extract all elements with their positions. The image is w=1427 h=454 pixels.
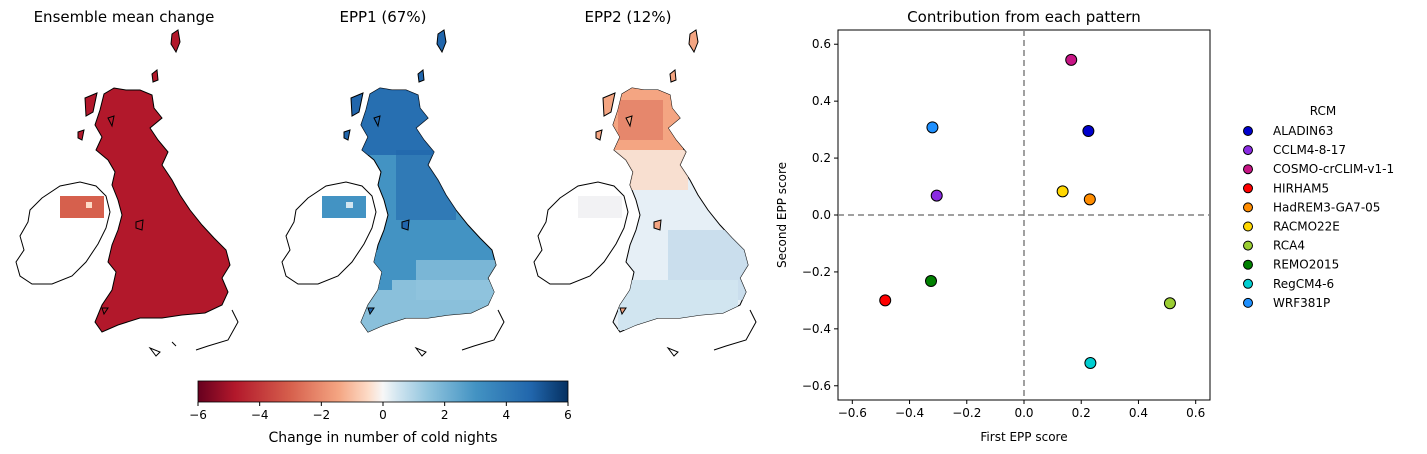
y-tick-label: −0.6 <box>802 379 831 393</box>
colorbar-tick-label: 4 <box>503 408 511 422</box>
legend-marker <box>1243 145 1253 156</box>
uk-map <box>281 29 505 357</box>
map-title: EPP2 (12%) <box>585 8 672 26</box>
y-tick-label: −0.2 <box>802 265 831 279</box>
scatter-point <box>1083 193 1096 206</box>
uk-map <box>15 29 239 357</box>
scatter-points <box>879 53 1176 369</box>
colorbar-tick-label: −2 <box>312 408 330 422</box>
scatter-point <box>930 189 943 202</box>
x-tick-label: −0.2 <box>952 406 981 420</box>
legend-marker <box>1243 221 1253 232</box>
legend-marker <box>1243 297 1253 308</box>
x-ticks: −0.6 −0.4 −0.2 0.0 0.2 0.4 0.6 <box>838 400 1205 420</box>
northern-ireland-field <box>60 196 104 218</box>
france-coast <box>713 309 757 351</box>
scatter-chart: Contribution from each pattern −0.6 −0.4−… <box>775 8 1211 444</box>
france-coast <box>195 309 239 351</box>
legend-label: RegCM4-6 <box>1273 277 1334 291</box>
colorbar-tick-label: −4 <box>251 408 269 422</box>
colorbar-tick-label: −6 <box>189 408 207 422</box>
colorbar: −6 −4 −2 0 2 4 6 Change in number of cold nigh… <box>189 380 572 446</box>
channel-island <box>666 346 679 357</box>
chart-title: Contribution from each pattern <box>907 8 1141 26</box>
legend-label: WRF381P <box>1273 296 1330 310</box>
lake-neagh-pixel <box>346 202 353 208</box>
legend-marker <box>1243 126 1253 136</box>
uk-map <box>533 29 757 357</box>
legend-label: CCLM4-8-17 <box>1273 143 1346 157</box>
legend-title: RCM <box>1310 104 1336 118</box>
northern-ireland-field <box>322 196 366 218</box>
map-title: EPP1 (67%) <box>340 8 427 26</box>
x-tick-label: 0.0 <box>1014 406 1033 420</box>
y-tick-label: 0.6 <box>812 37 831 51</box>
x-tick-label: 0.6 <box>1186 406 1205 420</box>
colorbar-tick-label: 2 <box>441 408 449 422</box>
map-panel-mean: Ensemble mean change <box>15 8 239 357</box>
map-title: Ensemble mean change <box>34 8 215 26</box>
x-tick-label: −0.6 <box>838 406 867 420</box>
colorbar-gradient <box>197 380 569 403</box>
channel-island <box>148 346 161 357</box>
northern-ireland-field <box>578 196 622 218</box>
scatter-point <box>1082 125 1095 138</box>
scatter-point <box>1163 297 1176 310</box>
legend-marker <box>1243 278 1253 289</box>
legend-label: COSMO-crCLIM-v1-1 <box>1273 162 1394 176</box>
legend: RCM ALADIN63 CCLM4-8-17 COSMO-crCLIM-v1-1 H… <box>1243 104 1394 310</box>
legend-label: REMO2015 <box>1273 258 1339 272</box>
legend-marker <box>1243 202 1253 213</box>
legend-label: ALADIN63 <box>1273 124 1333 138</box>
legend-label: RCA4 <box>1273 239 1305 253</box>
y-tick-label: −0.4 <box>802 322 831 336</box>
channel-island <box>414 346 427 357</box>
scatter-point <box>879 294 892 307</box>
colorbar-label: Change in number of cold nights <box>268 430 497 446</box>
x-tick-label: 0.4 <box>1129 406 1148 420</box>
lake-neagh-pixel <box>86 202 92 208</box>
colorbar-ticks: −6 −4 −2 0 2 4 6 <box>189 402 572 422</box>
colorbar-tick-label: 6 <box>564 408 572 422</box>
x-tick-label: 0.2 <box>1072 406 1091 420</box>
scatter-point <box>926 121 939 134</box>
legend-items: ALADIN63 CCLM4-8-17 COSMO-crCLIM-v1-1 HIRHA… <box>1243 124 1394 310</box>
legend-label: RACMO22E <box>1273 220 1340 234</box>
scatter-point <box>1065 53 1078 66</box>
colorbar-tick-label: 0 <box>379 408 387 422</box>
y-tick-label: 0.0 <box>812 208 831 222</box>
legend-label: HIRHAM5 <box>1273 181 1329 195</box>
scatter-point <box>1056 185 1069 198</box>
great-britain-land <box>94 87 231 333</box>
y-tick-label: 0.2 <box>812 151 831 165</box>
map-panel-epp2: EPP2 (12%) <box>533 8 757 357</box>
scatter-point <box>925 275 937 288</box>
france-coast <box>461 309 505 351</box>
y-tick-label: 0.4 <box>812 94 831 108</box>
y-ticks: −0.6 −0.4 −0.2 0.0 0.2 0.4 0.6 <box>802 37 838 393</box>
scatter-point <box>1084 357 1097 369</box>
x-axis-label: First EPP score <box>980 430 1067 444</box>
legend-marker <box>1243 164 1253 175</box>
legend-marker <box>1243 183 1253 194</box>
map-panel-epp1: EPP1 (67%) <box>281 8 505 357</box>
legend-label: HadREM3-GA7-05 <box>1273 200 1380 214</box>
legend-marker <box>1243 259 1253 270</box>
y-axis-label: Second EPP score <box>775 162 789 268</box>
x-tick-label: −0.4 <box>895 406 924 420</box>
legend-marker <box>1243 240 1253 251</box>
